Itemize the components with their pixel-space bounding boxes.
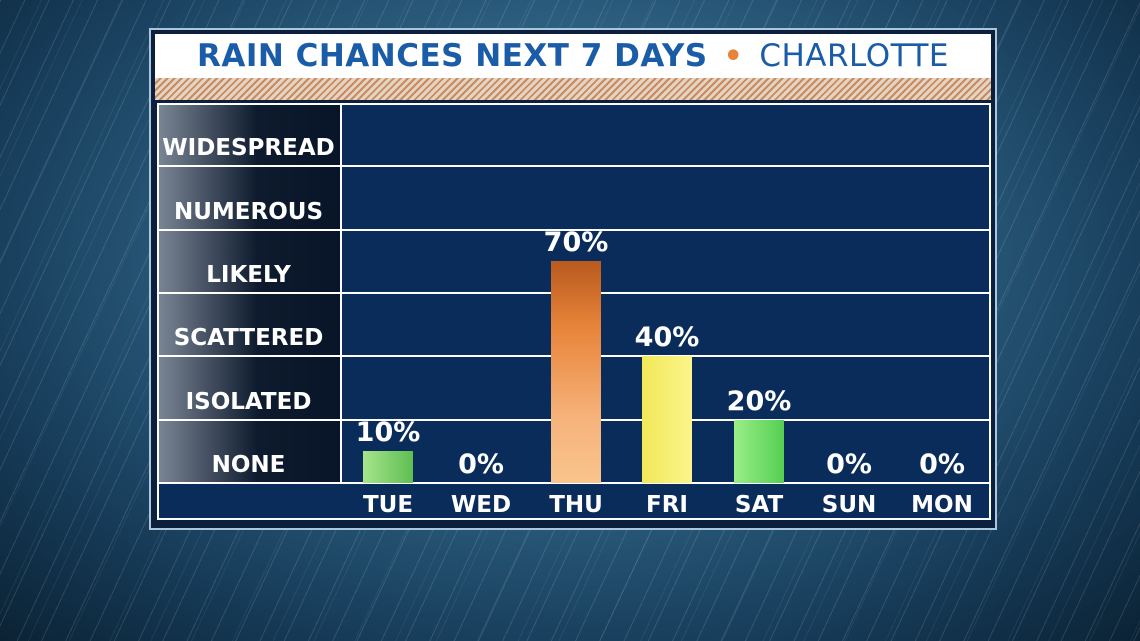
x-tick-label: TUE [362, 492, 414, 518]
bar [551, 261, 601, 483]
label-divider [340, 103, 342, 483]
grid-line [157, 228, 991, 231]
data-label: 10% [355, 417, 421, 449]
data-label: 0% [458, 449, 504, 480]
x-tick-label: MON [911, 492, 973, 518]
x-tick-label: SAT [734, 492, 784, 518]
y-category-label: NONE [211, 452, 286, 478]
bar [363, 451, 413, 483]
baseline [157, 482, 991, 484]
y-category-label: LIKELY [206, 262, 291, 288]
data-label: 0% [826, 449, 872, 480]
decorative-stripe [155, 78, 991, 100]
title-separator: • [723, 38, 744, 74]
y-category-label: SCATTERED [173, 325, 324, 352]
city-name: CHARLOTTE [759, 38, 950, 74]
bar [734, 419, 784, 483]
data-label: 20% [726, 385, 792, 417]
x-tick-label: WED [450, 492, 512, 518]
title-bar: RAIN CHANCES NEXT 7 DAYS • CHARLOTTE [155, 34, 991, 78]
x-tick-label: THU [549, 492, 603, 518]
grid-line [157, 165, 991, 168]
y-category-label: WIDESPREAD [162, 135, 335, 162]
x-tick-label: FRI [646, 492, 688, 518]
bar [642, 356, 692, 483]
chart-title: RAIN CHANCES NEXT 7 DAYS [196, 38, 708, 74]
data-label: 70% [543, 227, 609, 259]
data-label: 40% [634, 322, 700, 354]
y-category-label: ISOLATED [185, 388, 312, 415]
x-tick-label: SUN [821, 492, 877, 518]
y-category-label: NUMEROUS [173, 198, 324, 225]
data-label: 0% [919, 449, 965, 480]
